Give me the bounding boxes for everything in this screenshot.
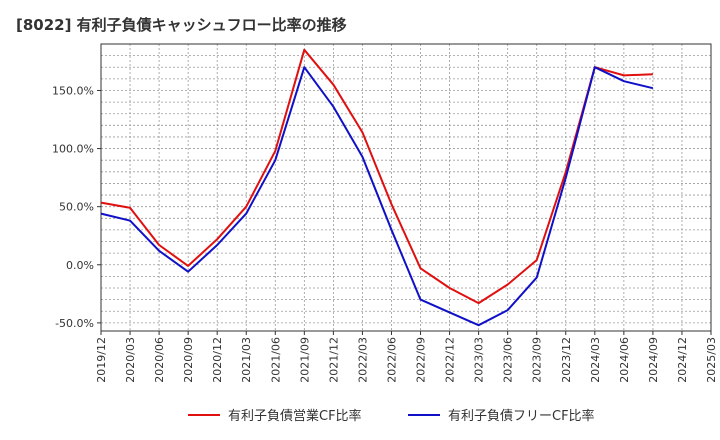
legend-label-1: 有利子負債営業CF比率 — [228, 408, 362, 424]
y-tick-label: 100.0% — [52, 143, 94, 156]
y-tick-label: 50.0% — [59, 201, 94, 214]
grid — [100, 44, 712, 331]
x-tick-label: 2021/06 — [269, 337, 282, 383]
x-tick-label: 2023/06 — [502, 337, 515, 383]
x-tick-label: 2020/03 — [124, 337, 137, 383]
y-tick-label: 150.0% — [52, 84, 94, 97]
x-tick-label: 2023/09 — [531, 337, 544, 383]
x-tick-labels: 2019/12 2020/03 2020/06 2020/09 2020/12 2021/… — [95, 337, 718, 383]
x-tick-label: 2021/03 — [240, 337, 253, 383]
x-tick-label: 2023/03 — [473, 337, 486, 383]
x-tick-label: 2024/03 — [589, 337, 602, 383]
x-tick-label: 2022/06 — [385, 337, 398, 383]
series-line-1 — [100, 48, 653, 305]
x-tick-label: 2021/09 — [298, 337, 311, 383]
x-tick-label: 2020/09 — [182, 337, 195, 383]
y-tick-label: 0.0% — [66, 259, 94, 272]
series-line-2 — [100, 66, 654, 327]
x-tick-label: 2021/12 — [327, 337, 340, 383]
x-tick-label: 2020/12 — [211, 337, 224, 383]
x-tick-label: 2024/06 — [618, 337, 631, 383]
series-lines — [100, 48, 654, 327]
x-tick-label: 2022/03 — [356, 337, 369, 383]
x-tick-label: 2020/06 — [153, 337, 166, 383]
x-tick-label: 2022/12 — [444, 337, 457, 383]
legend-label-2: 有利子負債フリーCF比率 — [448, 408, 595, 424]
legend: 有利子負債営業CF比率 有利子負債フリーCF比率 — [188, 408, 595, 424]
x-tick-label: 2024/09 — [647, 337, 660, 383]
plot-frame — [100, 43, 712, 332]
chart-title: [8022] 有利子負債キャッシュフロー比率の推移 — [16, 16, 347, 34]
x-tick-label: 2025/03 — [705, 337, 718, 383]
x-tick-label: 2019/12 — [95, 337, 108, 383]
x-tick-label: 2024/12 — [676, 337, 689, 383]
axes — [97, 43, 712, 335]
x-tick-label: 2022/09 — [415, 337, 428, 383]
y-tick-label: -50.0% — [55, 317, 94, 330]
x-tick-label: 2023/12 — [560, 337, 573, 383]
y-tick-labels: -50.0% 0.0% 50.0% 100.0% 150.0% — [52, 84, 94, 329]
